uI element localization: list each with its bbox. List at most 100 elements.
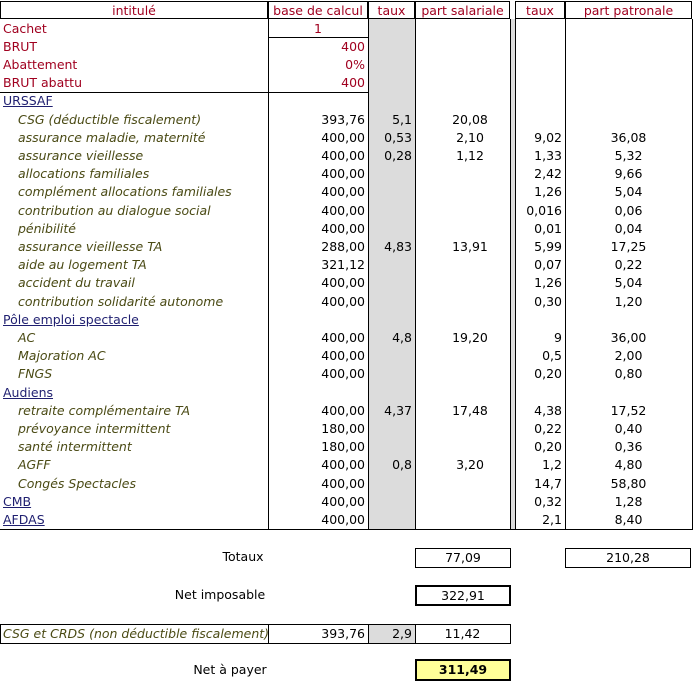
cell: 1,20 — [614, 293, 643, 309]
grid-line — [565, 19, 566, 529]
total-box: 77,09 — [415, 548, 511, 568]
cell: 400 — [341, 38, 365, 54]
cell: 4,37 — [384, 402, 412, 418]
gray-cell — [368, 624, 415, 643]
cell: 0,07 — [534, 257, 562, 273]
cell: 0,01 — [534, 220, 562, 236]
cell: 2,10 — [456, 129, 484, 145]
cell: 180,00 — [321, 439, 365, 455]
cell: 400,00 — [321, 511, 365, 527]
cell: 400,00 — [321, 166, 365, 182]
row-label: Cachet — [3, 20, 47, 36]
cell: 0,5 — [542, 348, 562, 364]
cell: 400,00 — [321, 129, 365, 145]
cell: 1,12 — [456, 147, 484, 163]
row-label: assurance vieillesse — [18, 147, 144, 163]
row-label: Audiens — [3, 384, 54, 400]
row-label: AGFF — [18, 457, 51, 473]
cell: 36,00 — [610, 329, 647, 345]
row-label: complément allocations familiales — [18, 184, 232, 200]
cell: 1,28 — [614, 493, 643, 509]
cell: 0,40 — [614, 420, 643, 436]
net-imposable-box: 322,91 — [415, 585, 511, 606]
cell: 5,1 — [392, 111, 412, 127]
cell: 400,00 — [321, 220, 365, 236]
cell: 400,00 — [321, 147, 365, 163]
cell: 1 — [314, 20, 322, 36]
grid-line — [415, 624, 416, 644]
cell: 9,66 — [614, 166, 643, 182]
cell: 4,38 — [534, 402, 562, 418]
row-label: Majoration AC — [18, 348, 106, 364]
cell: 5,99 — [534, 238, 562, 254]
cell: 11,42 — [444, 626, 481, 641]
cell: 2,00 — [614, 348, 643, 364]
row-label: contribution solidarité autonome — [18, 293, 224, 309]
column-header: part patronale — [565, 1, 692, 19]
gray-column — [368, 19, 415, 529]
grid-line — [515, 19, 516, 529]
totals-label: Totaux — [222, 549, 264, 564]
cell: 17,25 — [610, 238, 647, 254]
grid-line — [268, 19, 269, 529]
cell: 2,9 — [392, 626, 412, 641]
row-label: allocations familiales — [18, 166, 150, 182]
row-label: CMB — [3, 493, 32, 509]
row-label: URSSAF — [3, 93, 53, 109]
gray-column — [510, 19, 515, 529]
row-label: contribution au dialogue social — [18, 202, 211, 218]
column-header: intitulé — [0, 1, 268, 19]
cell: 0,22 — [614, 257, 643, 273]
cell: 1,2 — [542, 457, 562, 473]
cell: 17,48 — [452, 402, 488, 418]
net-a-payer-box: 311,49 — [415, 659, 511, 681]
cell: 2,42 — [534, 166, 562, 182]
cell: 400,00 — [321, 202, 365, 218]
cell: 3,20 — [456, 457, 484, 473]
cell: 5,04 — [614, 275, 643, 291]
row-label: pénibilité — [18, 220, 76, 236]
cell: 0,016 — [526, 202, 562, 218]
cell: 0,80 — [614, 366, 643, 382]
cell: 14,7 — [534, 475, 562, 491]
cell: 0,36 — [614, 439, 643, 455]
cell: 5,32 — [614, 147, 643, 163]
grid-line — [268, 37, 368, 39]
csg-label: CSG et CRDS (non déductible fiscalement) — [3, 626, 268, 641]
row-label: retraite complémentaire TA — [18, 402, 191, 418]
csg-box — [0, 624, 511, 644]
column-header: taux — [515, 1, 565, 19]
total-box: 210,28 — [565, 548, 691, 568]
cell: 0,06 — [614, 202, 643, 218]
cell: 400,00 — [321, 402, 365, 418]
cell: 0% — [345, 56, 365, 72]
cell: 400,00 — [321, 275, 365, 291]
row-label: CSG (déductible fiscalement) — [18, 111, 202, 127]
cell: 393,76 — [321, 626, 365, 641]
cell: 0,53 — [384, 129, 412, 145]
cell: 0,22 — [534, 420, 562, 436]
cell: 1,26 — [534, 275, 562, 291]
cell: 58,80 — [610, 475, 647, 491]
cell: 400 — [341, 75, 365, 91]
cell: 19,20 — [452, 329, 488, 345]
row-label: Congés Spectacles — [18, 475, 136, 491]
cell: 20,08 — [452, 111, 488, 127]
row-label: assurance vieillesse TA — [18, 238, 163, 254]
grid-line — [0, 91, 368, 93]
row-label: prévoyance intermittent — [18, 420, 171, 436]
cell: 4,80 — [614, 457, 643, 473]
cell: 400,00 — [321, 348, 365, 364]
cell: 400,00 — [321, 457, 365, 473]
cell: 4,8 — [392, 329, 412, 345]
cell: 400,00 — [321, 475, 365, 491]
row-label: accident du travail — [18, 275, 135, 291]
cell: 9,02 — [534, 129, 562, 145]
grid-line — [368, 19, 369, 529]
cell: 0,8 — [392, 457, 412, 473]
cell: 393,76 — [321, 111, 365, 127]
row-label: BRUT — [3, 38, 38, 54]
net-a-payer-label: Net à payer — [193, 662, 267, 677]
cell: 17,52 — [610, 402, 647, 418]
cell: 0,28 — [384, 147, 412, 163]
